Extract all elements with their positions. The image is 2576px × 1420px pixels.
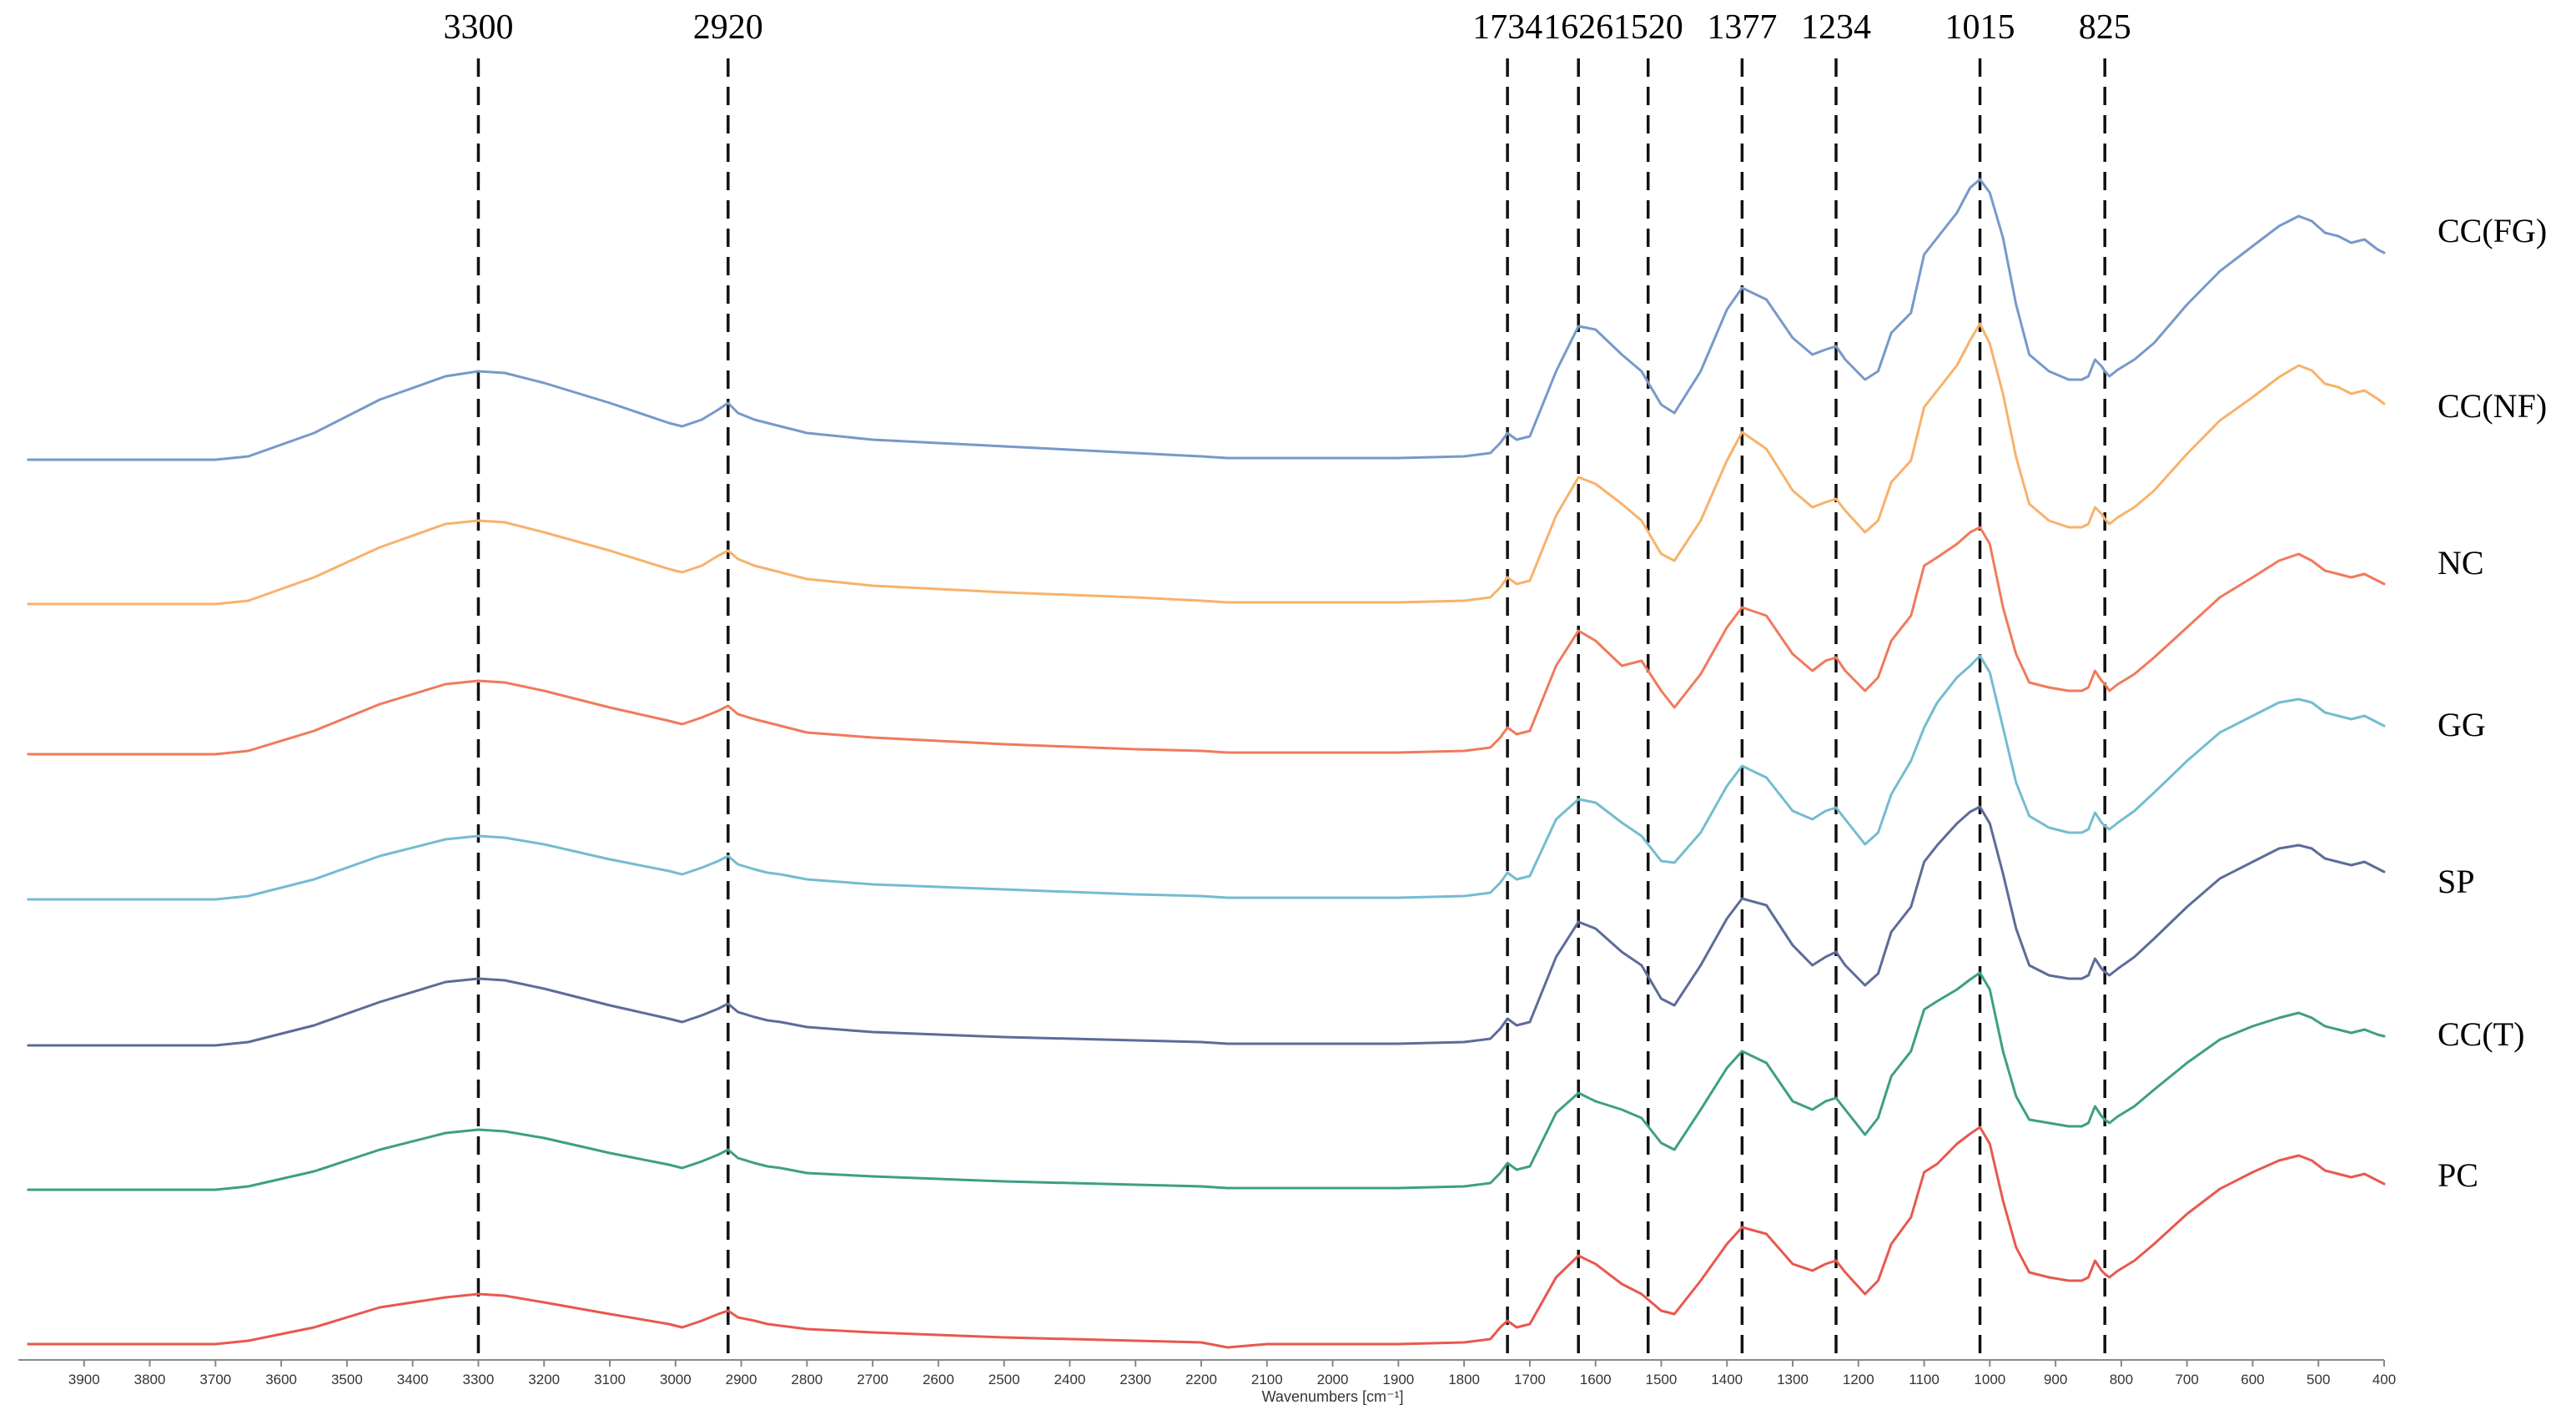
x-axis-tick-label: 2300 <box>1119 1372 1151 1387</box>
spectrum-lines <box>27 178 2386 1349</box>
x-axis-tick-label: 1800 <box>1448 1372 1480 1387</box>
x-axis-tick-label: 3400 <box>397 1372 429 1387</box>
x-axis-tick-label: 2700 <box>857 1372 888 1387</box>
x-axis-tick-label: 3500 <box>331 1372 363 1387</box>
x-axis-tick-label: 3600 <box>265 1372 297 1387</box>
x-axis-tick-label: 1300 <box>1777 1372 1809 1387</box>
x-axis-tick-label: 2900 <box>726 1372 757 1387</box>
spectrum-label: CC(NF) <box>2438 387 2547 425</box>
spectrum-line <box>27 526 2386 756</box>
spectrum-label: GG <box>2438 706 2486 743</box>
x-axis: 3900 3800 3700 3600 3500 3400 3300 3200 3100 3000… <box>18 1359 2396 1405</box>
x-axis-tick-label: 2600 <box>923 1372 954 1387</box>
peak-marker-labels: 3300 2920 1734 1626 1520 1377 1234 1015 825 <box>443 8 2131 47</box>
spectrum-label: NC <box>2438 544 2484 582</box>
x-axis-tick-label: 1600 <box>1580 1372 1612 1387</box>
spectrum-line <box>27 971 2386 1191</box>
spectrum-line <box>27 1125 2386 1349</box>
peak-marker-label: 1015 <box>1945 8 2015 47</box>
x-axis-tick-label: 1100 <box>1909 1372 1940 1387</box>
peak-marker-label: 1520 <box>1613 8 1683 47</box>
x-axis-tick-label: 1500 <box>1646 1372 1678 1387</box>
x-axis-tick-label: 600 <box>2241 1372 2264 1387</box>
x-axis-tick-label: 2500 <box>989 1372 1020 1387</box>
x-axis-tick-label: 1400 <box>1711 1372 1743 1387</box>
x-axis-tick-label: 3700 <box>199 1372 231 1387</box>
x-axis-tick-label: 2100 <box>1251 1372 1283 1387</box>
x-axis-tick-label: 1700 <box>1514 1372 1546 1387</box>
x-axis-tick-label: 2000 <box>1317 1372 1349 1387</box>
spectrum-line <box>27 322 2386 606</box>
x-axis-tick-label: 700 <box>2175 1372 2198 1387</box>
spectrum-labels: CC(FG) CC(NF) NC GG SP CC(T) PC <box>2438 212 2547 1194</box>
x-axis-tick-label: 2400 <box>1054 1372 1086 1387</box>
x-axis-ticks: 3900 3800 3700 3600 3500 3400 3300 3200 3100 3000… <box>68 1360 2396 1387</box>
spectrum-line <box>27 178 2386 461</box>
peak-marker-label: 1734 <box>1472 8 1542 47</box>
x-axis-tick-label: 1900 <box>1382 1372 1414 1387</box>
x-axis-tick-label: 2200 <box>1185 1372 1217 1387</box>
spectrum-label: CC(FG) <box>2438 212 2547 249</box>
x-axis-tick-label: 1000 <box>1974 1372 2005 1387</box>
peak-marker-label: 2920 <box>693 8 763 47</box>
spectrum-label: PC <box>2438 1156 2478 1194</box>
peak-marker-label: 825 <box>2079 8 2131 47</box>
x-axis-tick-label: 3900 <box>68 1372 100 1387</box>
x-axis-tick-label: 500 <box>2307 1372 2330 1387</box>
x-axis-tick-label: 3200 <box>528 1372 560 1387</box>
peak-marker-label: 1234 <box>1801 8 1871 47</box>
x-axis-tick-label: 3100 <box>594 1372 626 1387</box>
peak-marker-lines <box>476 58 2106 1353</box>
x-axis-tick-label: 2800 <box>791 1372 823 1387</box>
spectrum-label: CC(T) <box>2438 1015 2524 1053</box>
spectrum-label: SP <box>2438 863 2475 900</box>
x-axis-tick-label: 400 <box>2372 1372 2396 1387</box>
x-axis-tick-label: 3300 <box>463 1372 495 1387</box>
x-axis-tick-label: 800 <box>2110 1372 2133 1387</box>
spectrum-line <box>27 654 2386 901</box>
x-axis-tick-label: 1200 <box>1843 1372 1874 1387</box>
peak-marker-label: 1377 <box>1707 8 1777 47</box>
x-axis-title: Wavenumbers [cm⁻¹] <box>1262 1388 1404 1405</box>
peak-marker-label: 3300 <box>443 8 513 47</box>
x-axis-tick-label: 3000 <box>660 1372 692 1387</box>
spectrum-line <box>27 805 2386 1047</box>
peak-marker-label: 1626 <box>1543 8 1613 47</box>
x-axis-tick-label: 3800 <box>134 1372 166 1387</box>
x-axis-tick-label: 900 <box>2044 1372 2067 1387</box>
